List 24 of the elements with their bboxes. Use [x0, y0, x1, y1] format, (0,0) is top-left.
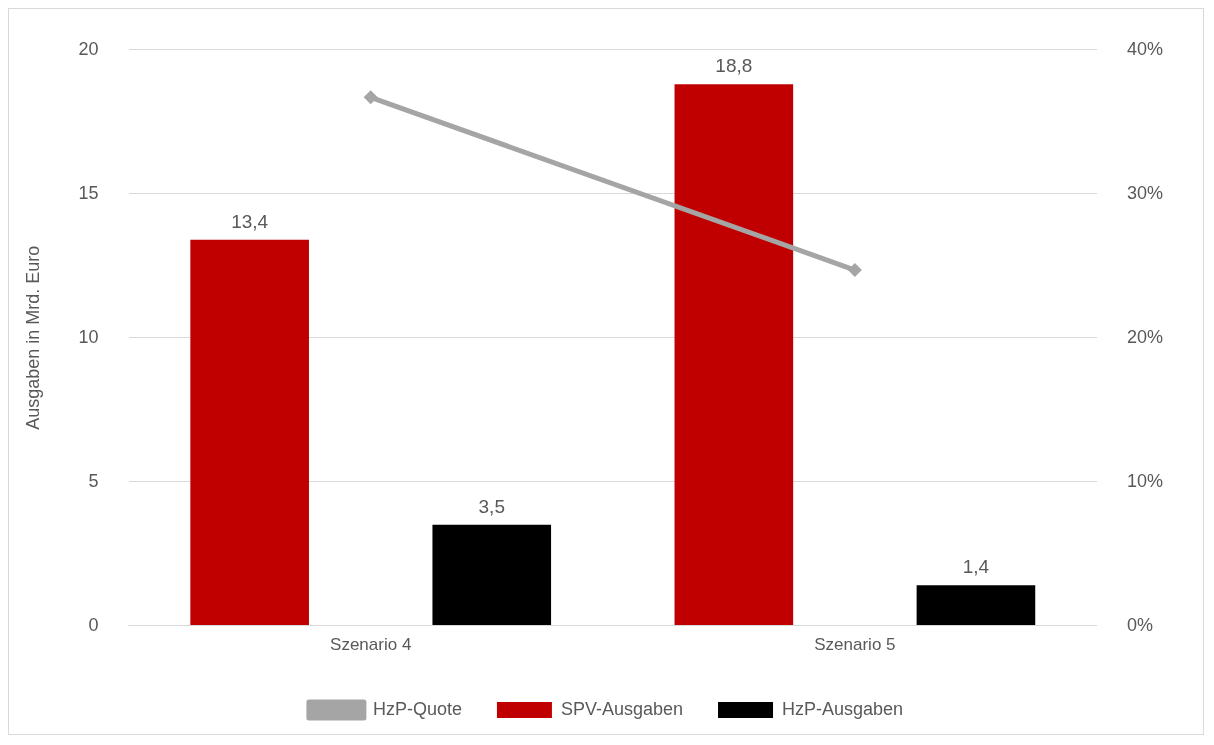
legend-label: HzP-Ausgaben — [782, 698, 904, 719]
bar — [190, 239, 309, 626]
y-tick-label: 20 — [78, 38, 99, 59]
data-label: 18,8 — [715, 55, 753, 77]
y2-tick-label: 40% — [1126, 38, 1163, 59]
data-label: 3,5 — [478, 495, 505, 517]
y-tick-label: 5 — [88, 470, 99, 491]
y-tick-label: 0 — [88, 614, 99, 635]
legend-label: SPV-Ausgaben — [560, 698, 684, 719]
x-tick-label: Szenario 5 — [814, 635, 896, 655]
y-axis-title: Ausgaben in Mrd. Euro — [22, 245, 43, 430]
y2-tick-label: 20% — [1126, 326, 1163, 347]
data-label: 1,4 — [962, 556, 990, 578]
y2-tick-label: 30% — [1126, 182, 1163, 203]
y2-tick-label: 0% — [1126, 614, 1153, 635]
y2-tick-label: 10% — [1126, 470, 1163, 491]
y-tick-label: 10 — [78, 326, 99, 347]
y-tick-label: 15 — [78, 182, 99, 203]
bar — [432, 524, 552, 626]
bar — [916, 585, 1036, 626]
bar — [674, 84, 794, 626]
legend-label: HzP-Quote — [372, 698, 462, 719]
x-tick-label: Szenario 4 — [330, 635, 412, 655]
data-label: 13,4 — [231, 210, 269, 232]
